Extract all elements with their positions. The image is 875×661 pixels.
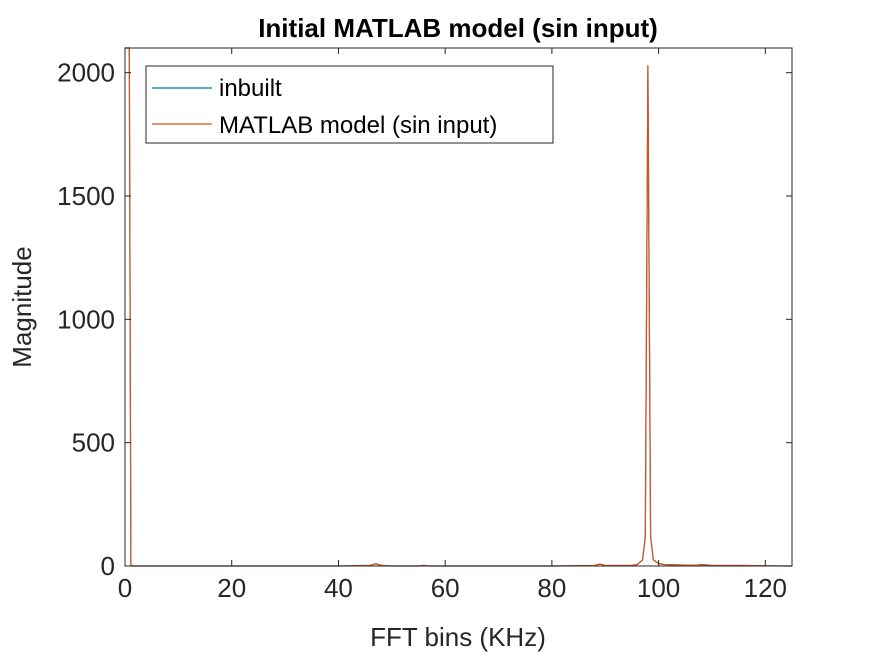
y-axis-ticks: 0 500 1000 1500 2000 bbox=[57, 58, 792, 581]
legend-box bbox=[145, 65, 554, 144]
x-tick-label: 100 bbox=[637, 573, 680, 603]
y-tick-label: 1500 bbox=[57, 181, 115, 211]
y-tick-label: 2000 bbox=[57, 58, 115, 88]
legend-label-inbuilt: inbuilt bbox=[219, 75, 282, 102]
x-tick-label: 80 bbox=[537, 573, 566, 603]
x-axis-label: FFT bins (KHz) bbox=[370, 622, 546, 652]
x-tick-label: 120 bbox=[744, 573, 787, 603]
y-tick-label: 0 bbox=[101, 551, 115, 581]
x-tick-label: 0 bbox=[118, 573, 132, 603]
axes-box bbox=[124, 47, 793, 567]
y-axis-label: Magnitude bbox=[7, 246, 37, 367]
y-tick-label: 1000 bbox=[57, 304, 115, 334]
legend-label-matlab-model: MATLAB model (sin input) bbox=[219, 112, 497, 139]
chart-title: Initial MATLAB model (sin input) bbox=[258, 13, 658, 43]
x-tick-label: 60 bbox=[431, 573, 460, 603]
x-tick-label: 40 bbox=[324, 573, 353, 603]
x-axis-ticks: 0 20 40 60 80 100 120 bbox=[118, 48, 787, 603]
x-tick-label: 20 bbox=[217, 573, 246, 603]
legend[interactable]: inbuilt MATLAB model (sin input) bbox=[145, 65, 554, 144]
y-tick-label: 500 bbox=[72, 428, 115, 458]
